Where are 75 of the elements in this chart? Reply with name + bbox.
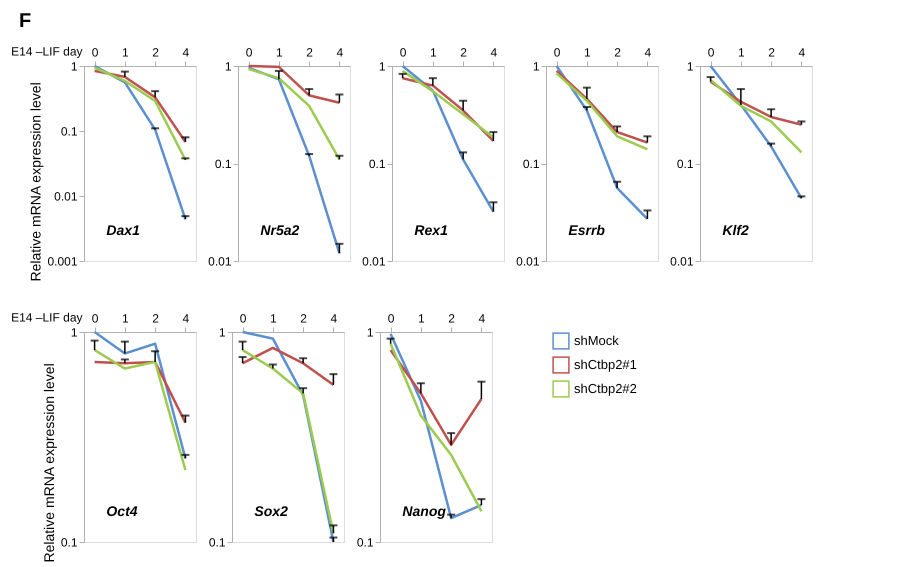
y-tick-label: 1 xyxy=(366,326,374,340)
y-axis-title: Relative mRNA expression level xyxy=(27,82,44,282)
y-tick-label: 0.01 xyxy=(516,254,540,268)
x-tick-label: 1 xyxy=(270,312,278,326)
y-tick-label: 1 xyxy=(218,326,226,340)
x-tick-label: 2 xyxy=(614,46,622,60)
x-tick-label: 1 xyxy=(584,46,592,60)
x-tick-label: 1 xyxy=(418,312,426,326)
text: Klf2 xyxy=(722,222,750,238)
legend-label: shMock xyxy=(574,333,620,348)
x-tick-label: 0 xyxy=(246,46,253,60)
y-tick-label: 0.01 xyxy=(54,190,78,204)
text: Oct4 xyxy=(106,503,138,519)
text: Sox2 xyxy=(254,503,288,519)
y-axis-title: Relative mRNA expression level xyxy=(40,363,57,562)
text: Dax1 xyxy=(106,222,140,238)
line-series xyxy=(93,348,187,472)
x-tick-label: 1 xyxy=(276,46,284,60)
x-tick-label: 2 xyxy=(152,312,160,326)
x-tick-label: 1 xyxy=(738,46,746,60)
text: Nr5a2 xyxy=(260,222,300,238)
x-tick-label: 2 xyxy=(300,312,308,326)
y-tick-label: 0.1 xyxy=(368,157,386,171)
y-tick-label: 1 xyxy=(70,326,78,340)
x-tick-label: 0 xyxy=(708,46,715,60)
y-tick-label: 1 xyxy=(70,60,78,74)
y-tick-label: 1 xyxy=(686,60,694,74)
x-tick-label: 2 xyxy=(768,46,776,60)
y-tick-label: 0.01 xyxy=(208,254,232,268)
legend-label: shCtbp2#1 xyxy=(574,357,637,372)
y-tick-label: 0.1 xyxy=(356,536,374,550)
y-tick-label: 0.1 xyxy=(60,536,78,550)
y-tick-label: 0.1 xyxy=(214,157,232,171)
y-tick-label: 0.1 xyxy=(676,157,694,171)
x-tick-label: 2 xyxy=(448,312,456,326)
y-tick-label: 1 xyxy=(224,60,232,74)
x-tick-label: 0 xyxy=(554,46,561,60)
x-tick-label: 4 xyxy=(182,46,190,60)
x-tick-label: 4 xyxy=(644,46,652,60)
text: F xyxy=(19,10,32,32)
y-tick-label: 0.01 xyxy=(670,254,694,268)
text: Rex1 xyxy=(414,222,448,238)
text: Esrrb xyxy=(568,222,606,238)
x-tick-label: 4 xyxy=(330,312,338,326)
x-tick-label: 4 xyxy=(478,312,486,326)
x-tick-label: 2 xyxy=(460,46,468,60)
y-tick-label: 0.01 xyxy=(362,254,386,268)
y-tick-label: 1 xyxy=(378,60,386,74)
x-tick-label: 4 xyxy=(798,46,806,60)
x-tick-label: 1 xyxy=(122,312,130,326)
y-tick-label: 0.1 xyxy=(60,124,78,138)
x-tick-label: 0 xyxy=(92,46,99,60)
y-tick-label: 0.1 xyxy=(522,157,540,171)
y-tick-label: 1 xyxy=(532,60,540,74)
x-tick-label: 1 xyxy=(430,46,438,60)
x-tick-label: 1 xyxy=(122,46,130,60)
x-tick-label: 2 xyxy=(152,46,160,60)
x-tick-label: 0 xyxy=(388,312,395,326)
line-series xyxy=(247,64,341,104)
x-tick-label: 4 xyxy=(182,312,190,326)
x-tick-label: 0 xyxy=(240,312,247,326)
x-tick-label: 4 xyxy=(336,46,344,60)
x-tick-label: 0 xyxy=(400,46,407,60)
y-tick-label: 0.1 xyxy=(208,536,226,550)
x-tick-label: 4 xyxy=(490,46,498,60)
x-tick-label: 2 xyxy=(306,46,314,60)
line-series xyxy=(247,68,341,161)
x-tick-label: 0 xyxy=(92,312,99,326)
x-axis-title: E14 –LIF day xyxy=(11,310,82,324)
y-tick-label: 0.001 xyxy=(47,254,78,268)
legend-label: shCtbp2#2 xyxy=(574,381,637,396)
line-series xyxy=(93,330,187,460)
x-axis-title: E14 –LIF day xyxy=(11,44,82,58)
text: Nanog xyxy=(402,503,446,519)
line-series xyxy=(709,78,803,154)
